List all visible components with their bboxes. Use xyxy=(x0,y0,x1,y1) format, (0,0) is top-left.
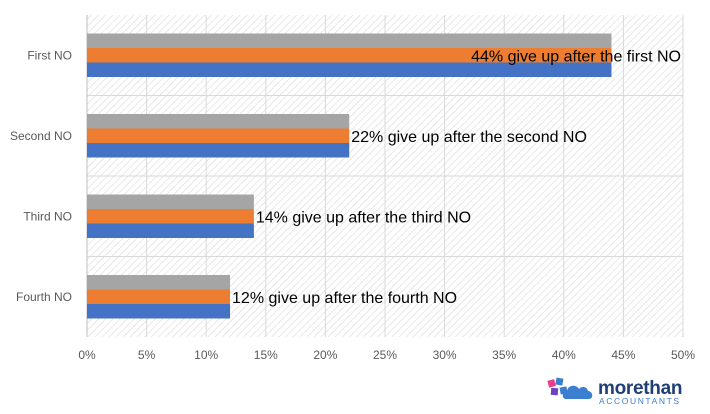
bar xyxy=(87,114,350,129)
x-tick-label: 15% xyxy=(254,348,278,362)
data-label: 22% give up after the second NO xyxy=(351,129,587,146)
x-tick-label: 50% xyxy=(671,348,695,362)
data-label: 12% give up after the fourth NO xyxy=(232,290,457,307)
bar xyxy=(87,143,350,158)
category-label: Fourth NO xyxy=(16,290,72,304)
bar xyxy=(87,194,254,209)
data-label: 44% give up after the first NO xyxy=(471,48,681,65)
logo-wordmark: morethan xyxy=(598,378,682,399)
category-label: First NO xyxy=(27,48,72,62)
category-labels: First NO Second NO Third NO Fourth NO xyxy=(10,48,72,304)
category-label: Third NO xyxy=(23,209,72,223)
brand-logo: morethan ACCOUNTANTS xyxy=(547,377,682,406)
x-tick-label: 10% xyxy=(194,348,218,362)
bar xyxy=(87,304,231,319)
category-label: Second NO xyxy=(10,129,72,143)
data-labels: 44% give up after the first NO 22% give u… xyxy=(232,48,681,307)
bar xyxy=(87,62,612,77)
x-tick-label: 45% xyxy=(611,348,635,362)
logo-tagline: ACCOUNTANTS xyxy=(599,396,681,406)
x-tick-label: 25% xyxy=(373,348,397,362)
bar xyxy=(87,223,254,238)
x-tick-label: 0% xyxy=(78,348,96,362)
bar xyxy=(87,33,612,48)
data-label: 14% give up after the third NO xyxy=(256,209,471,226)
bar xyxy=(87,209,254,224)
x-tick-label: 20% xyxy=(313,348,337,362)
bar xyxy=(87,48,612,63)
x-tick-label: 5% xyxy=(138,348,156,362)
x-tick-label: 35% xyxy=(492,348,516,362)
bars xyxy=(87,33,612,319)
bar xyxy=(87,275,231,290)
logo-mark-icon xyxy=(547,377,593,399)
x-axis-ticks: 0% 5% 10% 15% 20% 25% 30% 35% 40% 45% 50% xyxy=(78,348,695,362)
x-tick-label: 30% xyxy=(433,348,457,362)
bar xyxy=(87,289,231,304)
bar xyxy=(87,128,350,143)
x-tick-label: 40% xyxy=(552,348,576,362)
